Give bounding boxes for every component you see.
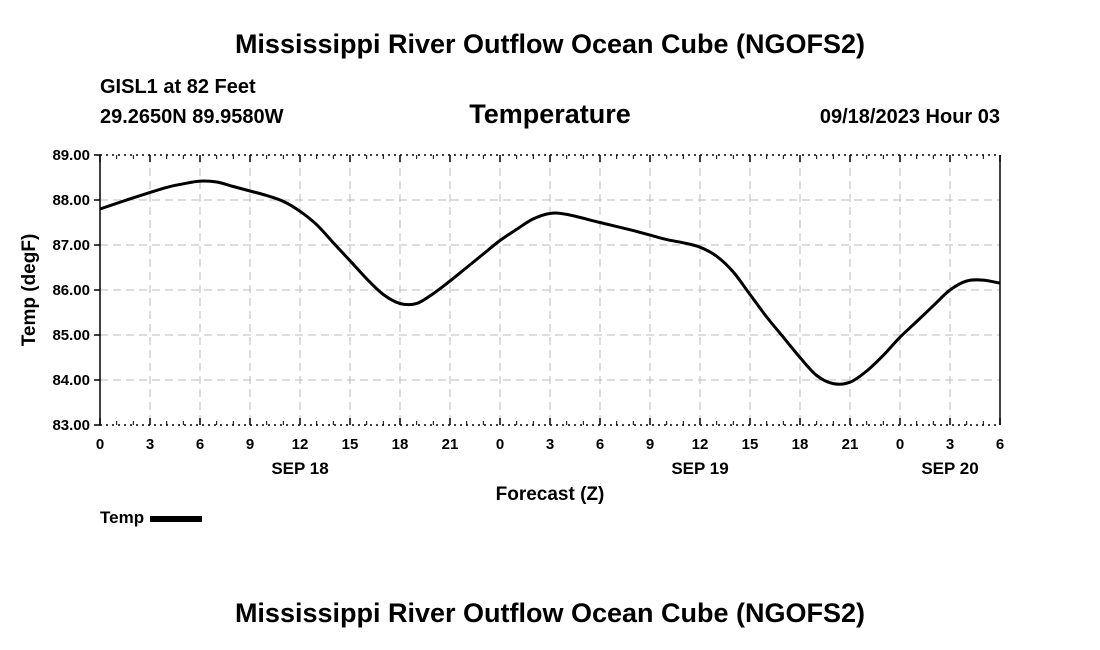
y-tick-label: 89.00 — [52, 147, 90, 164]
x-tick-label: 3 — [146, 436, 154, 453]
x-tick-label: 15 — [742, 436, 759, 453]
x-tick-label: 0 — [896, 436, 904, 453]
x-tick-label: 18 — [792, 436, 809, 453]
footer-title: Mississippi River Outflow Ocean Cube (NG… — [234, 598, 866, 628]
x-tick-label: 12 — [692, 436, 709, 453]
chart-main-title: Mississippi River Outflow Ocean Cube (NG… — [234, 29, 866, 59]
x-tick-label: 21 — [842, 436, 859, 453]
forecast-datetime: 09/18/2023 Hour 03 — [819, 106, 1000, 128]
x-tick-label: 3 — [946, 436, 954, 453]
coordinates-label: 29.2650N 89.9580W — [100, 106, 284, 128]
y-tick-label: 87.00 — [52, 237, 90, 254]
y-axis-title: Temp (degF) — [19, 234, 40, 347]
temp-series-line — [99, 179, 1001, 386]
x-tick-label: 6 — [596, 436, 604, 453]
x-tick-label: 0 — [96, 436, 104, 453]
x-tick-label: 15 — [342, 436, 359, 453]
date-label: SEP 18 — [271, 459, 328, 478]
x-tick-label: 9 — [246, 436, 254, 453]
x-axis-title: Forecast (Z) — [496, 484, 605, 505]
y-tick-label: 85.00 — [52, 327, 90, 344]
date-label: SEP 20 — [921, 459, 978, 478]
x-tick-label: 0 — [496, 436, 504, 453]
y-tick-label: 83.00 — [52, 417, 90, 434]
y-tick-label: 84.00 — [52, 372, 90, 389]
x-tick-label: 12 — [292, 436, 309, 453]
x-tick-label: 6 — [996, 436, 1004, 453]
chart-subtitle: Temperature — [469, 99, 631, 129]
date-label: SEP 19 — [671, 459, 728, 478]
x-tick-label: 9 — [646, 436, 654, 453]
x-tick-label: 3 — [546, 436, 554, 453]
legend-line-swatch — [150, 515, 203, 522]
legend: Temp — [100, 508, 203, 528]
station-label: GISL1 at 82 Feet — [100, 76, 256, 98]
x-tick-label: 21 — [442, 436, 459, 453]
x-tick-label: 6 — [196, 436, 204, 453]
y-tick-label: 88.00 — [52, 192, 90, 209]
y-tick-label: 86.00 — [52, 282, 90, 299]
x-tick-label: 18 — [392, 436, 409, 453]
legend-label: Temp — [100, 508, 145, 527]
